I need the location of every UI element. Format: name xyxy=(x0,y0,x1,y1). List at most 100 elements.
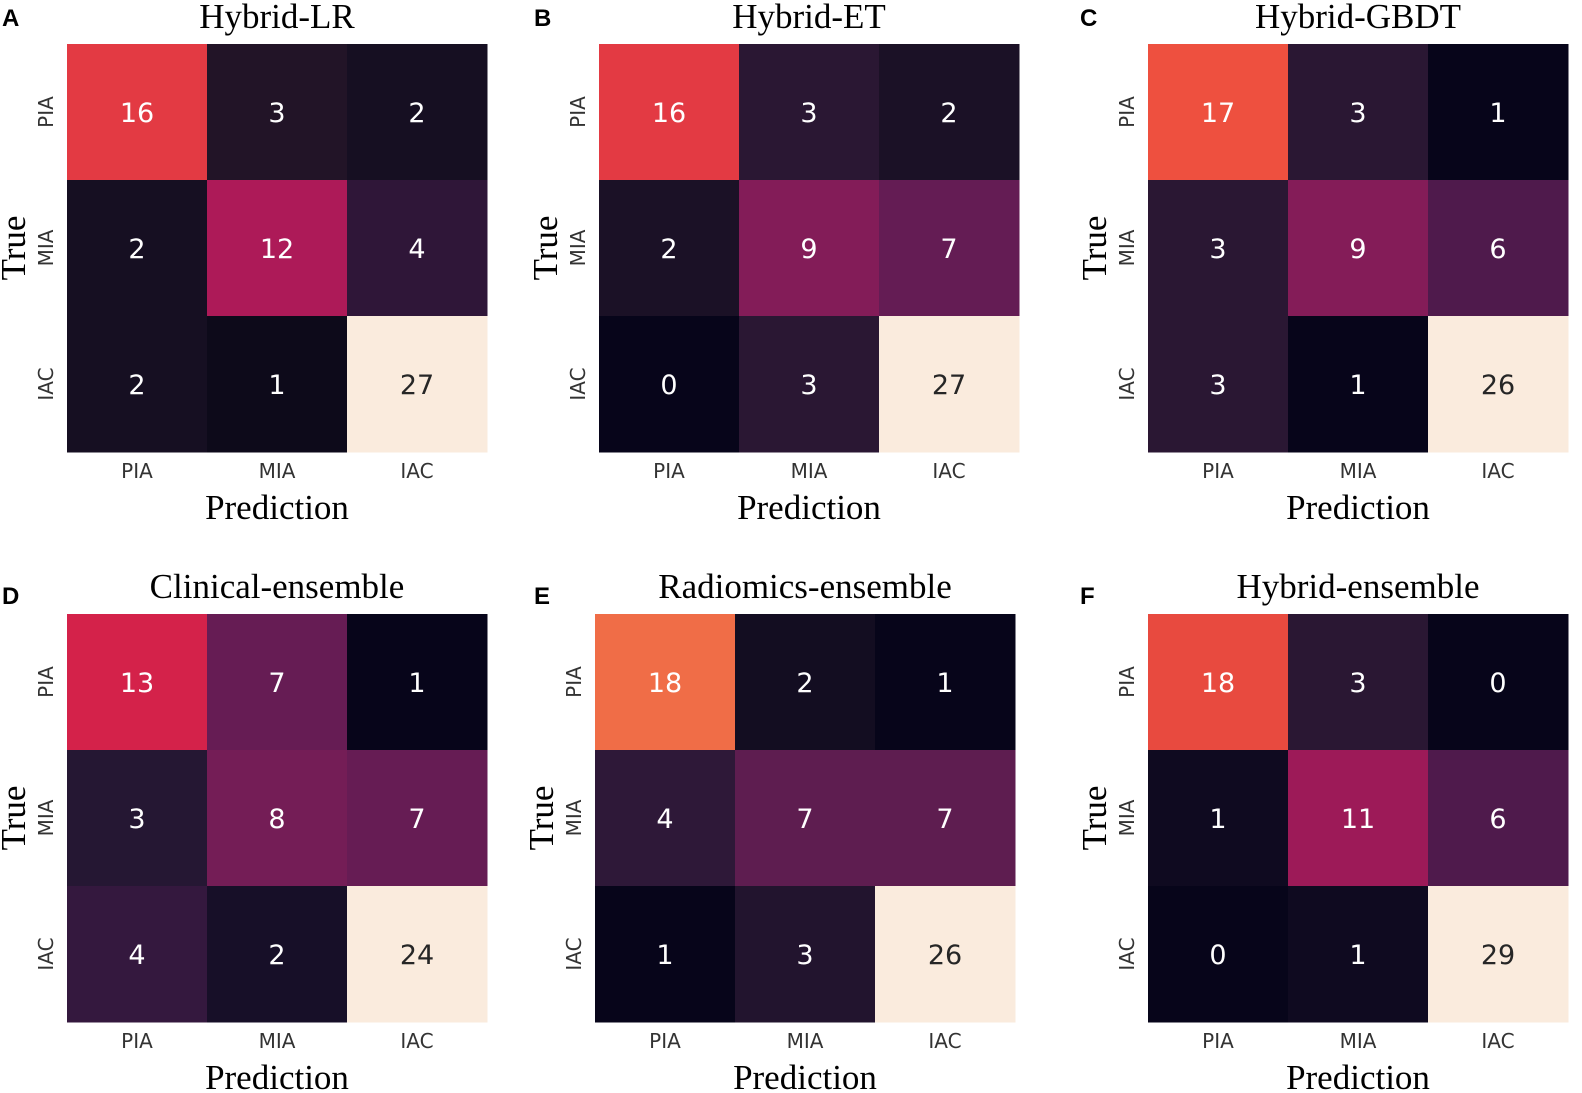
cell-value-label: 2 xyxy=(408,98,425,129)
heatmap-cell xyxy=(1148,180,1289,317)
y-axis-title: True xyxy=(522,786,561,851)
x-tick-label: IAC xyxy=(400,459,433,483)
heatmap-cell xyxy=(1148,886,1289,1023)
cell-value-label: 7 xyxy=(936,804,953,835)
y-tick-label: IAC xyxy=(1115,367,1139,400)
heatmap-cell xyxy=(347,180,488,317)
x-tick-label: MIA xyxy=(1340,1029,1377,1053)
x-tick-label: IAC xyxy=(1481,459,1514,483)
heatmap-cell xyxy=(1148,316,1289,453)
panel-e: E Radiomics-ensemble 18 2 1 4 7 7 1 3 26 PIA MIA IAC P… xyxy=(522,567,1016,1093)
x-tick-label: MIA xyxy=(787,1029,824,1053)
heatmap-cell xyxy=(879,180,1020,317)
heatmap-cell xyxy=(879,44,1020,181)
cell-value-label: 1 xyxy=(1349,370,1366,401)
x-axis-title: Prediction xyxy=(1286,1058,1430,1093)
heatmap-cell xyxy=(207,614,348,751)
heatmap-cell xyxy=(875,614,1016,751)
cell-value-label: 3 xyxy=(1349,98,1366,129)
heatmap-cell xyxy=(1288,886,1429,1023)
heatmap-cell xyxy=(1288,614,1429,751)
heatmap-cell xyxy=(1428,614,1569,751)
panel-letter: A xyxy=(2,5,19,32)
y-tick-label: MIA xyxy=(566,229,590,266)
cell-value-label: 3 xyxy=(1209,370,1226,401)
panel-letter: B xyxy=(534,5,551,32)
heatmap-cell xyxy=(595,886,736,1023)
cell-value-label: 1 xyxy=(1489,98,1506,129)
panel-title: Clinical-ensemble xyxy=(150,567,405,606)
heatmap-cell xyxy=(67,886,208,1023)
y-tick-label: MIA xyxy=(34,229,58,266)
heatmap-cell xyxy=(599,180,740,317)
heatmap-cell xyxy=(207,316,348,453)
cell-value-label: 11 xyxy=(1341,804,1375,835)
panel-title: Hybrid-ensemble xyxy=(1237,567,1480,606)
heatmap-cell xyxy=(1428,44,1569,181)
x-axis-title: Prediction xyxy=(205,488,349,527)
cell-value-label: 3 xyxy=(268,98,285,129)
heatmap-cell xyxy=(1288,316,1429,453)
cell-value-label: 26 xyxy=(1481,370,1515,401)
cell-value-label: 2 xyxy=(796,668,813,699)
cell-value-label: 26 xyxy=(928,940,962,971)
panel-title: Hybrid-GBDT xyxy=(1255,0,1461,36)
cell-value-label: 3 xyxy=(800,370,817,401)
heatmap-cell xyxy=(1428,180,1569,317)
panel-title: Hybrid-ET xyxy=(732,0,886,36)
panel-a: A Hybrid-LR 16 3 2 2 12 4 2 1 27 PIA MIA IAC PIA MIA IAC… xyxy=(0,0,488,527)
cell-value-label: 2 xyxy=(128,234,145,265)
x-axis-title: Prediction xyxy=(733,1058,877,1093)
cell-value-label: 16 xyxy=(652,98,686,129)
heatmap-cell xyxy=(347,750,488,887)
cell-value-label: 12 xyxy=(260,234,294,265)
heatmap-cell xyxy=(739,44,880,181)
y-axis-title: True xyxy=(0,216,33,281)
cell-value-label: 1 xyxy=(408,668,425,699)
heatmap-cell xyxy=(599,44,740,181)
heatmap-cell xyxy=(735,886,876,1023)
heatmap-cell xyxy=(739,316,880,453)
y-axis-title: True xyxy=(526,216,565,281)
panel-letter: E xyxy=(534,583,550,610)
x-tick-label: PIA xyxy=(1202,459,1234,483)
heatmap-cell xyxy=(67,180,208,317)
heatmap-cell xyxy=(875,886,1016,1023)
y-tick-label: PIA xyxy=(34,666,58,698)
x-tick-label: PIA xyxy=(649,1029,681,1053)
y-tick-label: PIA xyxy=(1115,96,1139,128)
x-tick-label: IAC xyxy=(932,459,965,483)
x-tick-label: IAC xyxy=(928,1029,961,1053)
heatmap-cell xyxy=(67,614,208,751)
heatmap-cell xyxy=(347,316,488,453)
heatmap-cell xyxy=(1428,750,1569,887)
heatmap-cell xyxy=(207,44,348,181)
cell-value-label: 27 xyxy=(400,370,434,401)
cell-value-label: 8 xyxy=(268,804,285,835)
cell-value-label: 4 xyxy=(408,234,425,265)
heatmap-cell xyxy=(1428,886,1569,1023)
cell-value-label: 2 xyxy=(940,98,957,129)
cell-value-label: 9 xyxy=(1349,234,1366,265)
heatmap-cell xyxy=(67,316,208,453)
cell-value-label: 1 xyxy=(1209,804,1226,835)
y-tick-label: MIA xyxy=(1115,229,1139,266)
panel-letter: D xyxy=(2,583,19,610)
x-axis-title: Prediction xyxy=(1286,488,1430,527)
cell-value-label: 0 xyxy=(660,370,677,401)
cell-value-label: 3 xyxy=(796,940,813,971)
cell-value-label: 4 xyxy=(128,940,145,971)
y-tick-label: PIA xyxy=(566,96,590,128)
x-tick-label: MIA xyxy=(259,1029,296,1053)
x-tick-label: PIA xyxy=(653,459,685,483)
x-tick-label: PIA xyxy=(121,1029,153,1053)
cell-value-label: 6 xyxy=(1489,234,1506,265)
cell-value-label: 16 xyxy=(120,98,154,129)
cell-value-label: 2 xyxy=(268,940,285,971)
x-axis-title: Prediction xyxy=(737,488,881,527)
cell-value-label: 3 xyxy=(128,804,145,835)
heatmap-cell xyxy=(347,614,488,751)
y-tick-label: MIA xyxy=(562,799,586,836)
heatmap-cell xyxy=(735,614,876,751)
